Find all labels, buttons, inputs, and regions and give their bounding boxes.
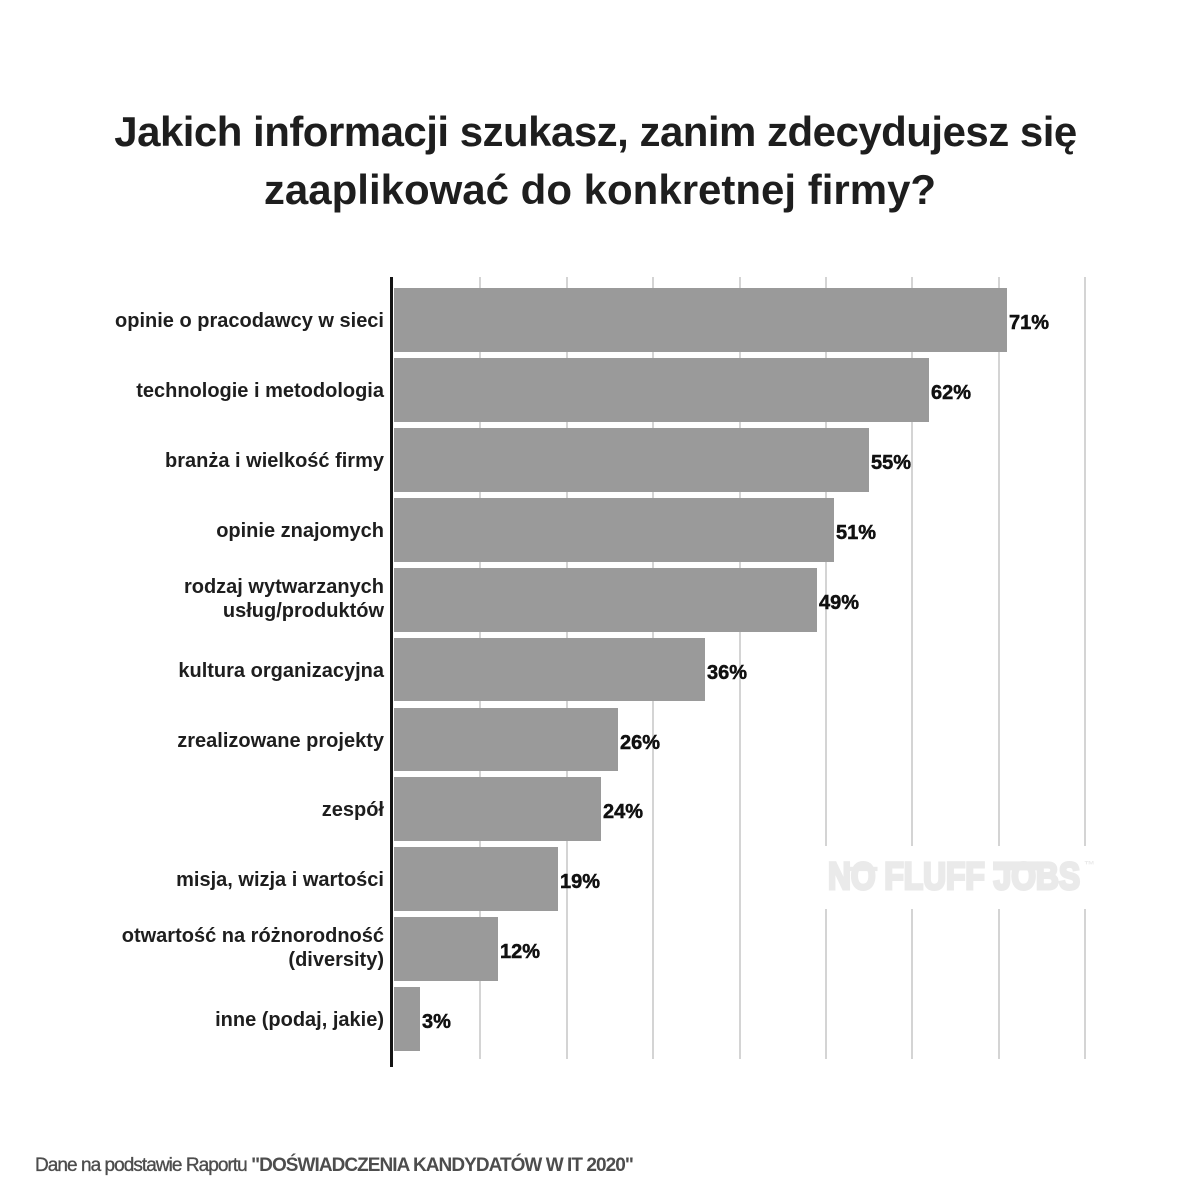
svg-text:™: ™ [1084, 860, 1095, 872]
svg-text:NO FLUFF JOBS: NO FLUFF JOBS [828, 856, 1080, 898]
